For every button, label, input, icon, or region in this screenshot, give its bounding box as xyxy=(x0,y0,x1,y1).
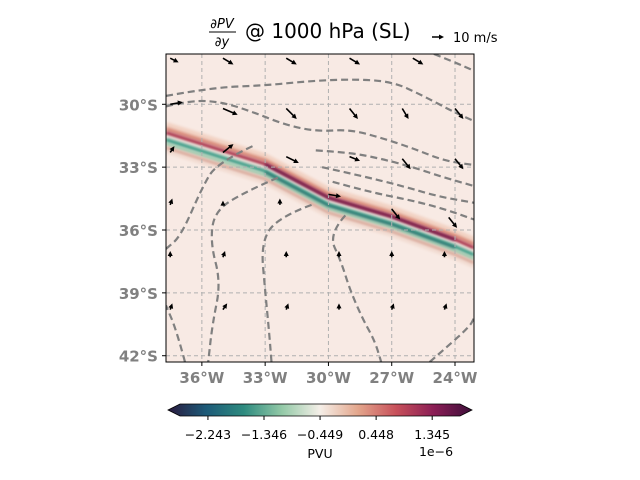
pv-gradient-field xyxy=(166,121,474,269)
colorbar: −2.243 −1.346 −0.449 0.448 1.345 PVU 1e−6 xyxy=(167,403,473,461)
x-tick-label: 30°W xyxy=(306,369,351,387)
contour-line xyxy=(166,145,253,250)
wind-vector xyxy=(222,144,234,154)
wind-vectors xyxy=(167,57,464,311)
wind-vector xyxy=(277,198,283,205)
wind-vector xyxy=(336,303,342,310)
x-axis-ticks: 36°W 33°W 30°W 27°W 24°W xyxy=(179,362,478,387)
contour-line xyxy=(331,214,383,362)
contour-lines xyxy=(166,54,474,362)
contour-line xyxy=(428,317,474,362)
colorbar-tick-label: 0.448 xyxy=(358,427,394,442)
title-text: @ 1000 hPa (SL) xyxy=(245,19,411,43)
colorbar-tick-label: −1.346 xyxy=(241,427,287,442)
contour-line xyxy=(332,180,474,221)
y-tick-label: 36°S xyxy=(119,222,158,240)
wind-vector xyxy=(348,107,358,119)
wind-vector xyxy=(169,146,175,153)
contour-line xyxy=(433,54,474,72)
field-band-stripe xyxy=(166,150,474,269)
plot-frame xyxy=(165,53,475,363)
wind-vector xyxy=(220,200,226,206)
wind-vector xyxy=(285,107,297,119)
field-band-min xyxy=(264,171,456,249)
colorbar-tick-label: −2.243 xyxy=(185,427,231,442)
wind-vector xyxy=(401,158,411,170)
wind-vector xyxy=(169,57,179,63)
wind-vector xyxy=(221,250,226,258)
colorbar-tick-label: 1.345 xyxy=(414,427,450,442)
wind-vector xyxy=(448,216,458,228)
wind-vector xyxy=(170,100,183,106)
wind-vector xyxy=(389,303,395,310)
wind-vector xyxy=(283,250,289,258)
wind-vector xyxy=(454,158,464,170)
contour-line xyxy=(207,176,279,362)
contour-line xyxy=(315,149,474,188)
y-tick-label: 42°S xyxy=(119,348,158,366)
wind-vector xyxy=(222,107,238,116)
colorbar-offset-label: 1e−6 xyxy=(419,444,453,459)
wind-vector xyxy=(442,303,448,310)
x-tick-label: 27°W xyxy=(369,369,414,387)
field-band-stripe xyxy=(166,145,474,265)
contour-line xyxy=(166,99,474,167)
contour-line xyxy=(166,78,474,123)
y-tick-label: 30°S xyxy=(119,96,158,114)
contour-line xyxy=(321,166,474,204)
x-tick-label: 33°W xyxy=(243,369,288,387)
wind-vector xyxy=(168,198,174,206)
contour-line xyxy=(261,203,312,362)
grid-lines xyxy=(166,54,474,362)
wind-vector xyxy=(389,250,395,258)
field-band-max xyxy=(264,162,456,242)
wind-vector xyxy=(328,193,342,199)
wind-vector xyxy=(401,108,409,119)
field-band-stripe xyxy=(166,126,474,246)
plot-area xyxy=(165,53,475,363)
wind-vector xyxy=(336,250,342,258)
wind-vector xyxy=(412,57,424,65)
title-numerator: ∂PV xyxy=(210,17,235,32)
field-band-stripe xyxy=(166,142,474,261)
wind-vector xyxy=(168,303,174,310)
colorbar-tick-label: −0.449 xyxy=(297,427,343,442)
contour-line xyxy=(166,305,187,362)
wind-vector xyxy=(441,250,447,258)
y-tick-label: 39°S xyxy=(119,285,158,303)
wind-vector xyxy=(454,107,464,119)
y-tick-label: 33°S xyxy=(119,159,158,177)
wind-vector xyxy=(391,208,401,220)
x-tick-label: 24°W xyxy=(433,369,478,387)
title-denominator: ∂y xyxy=(215,35,230,50)
wind-vector xyxy=(285,155,299,163)
colorbar-gradient xyxy=(167,403,473,417)
wind-vector xyxy=(222,303,228,311)
wind-vector xyxy=(349,57,361,65)
quiver-key: 10 m/s xyxy=(432,31,498,46)
field-band-stripe xyxy=(166,135,474,254)
wind-vector xyxy=(284,303,290,310)
wind-vector xyxy=(167,250,173,258)
colorbar-label: PVU xyxy=(307,446,332,461)
y-axis-ticks: 30°S 33°S 36°S 39°S 42°S xyxy=(119,96,166,366)
wind-vector xyxy=(222,57,234,65)
colorbar-ticks: −2.243 −1.346 −0.449 0.448 1.345 xyxy=(185,416,450,442)
chart-title: ∂PV ∂y @ 1000 hPa (SL) xyxy=(209,17,411,50)
wind-vector xyxy=(349,155,361,162)
x-tick-label: 36°W xyxy=(179,369,224,387)
quiver-key-label: 10 m/s xyxy=(453,31,498,46)
field-band-stripe xyxy=(166,121,474,243)
wind-vector xyxy=(285,57,297,65)
